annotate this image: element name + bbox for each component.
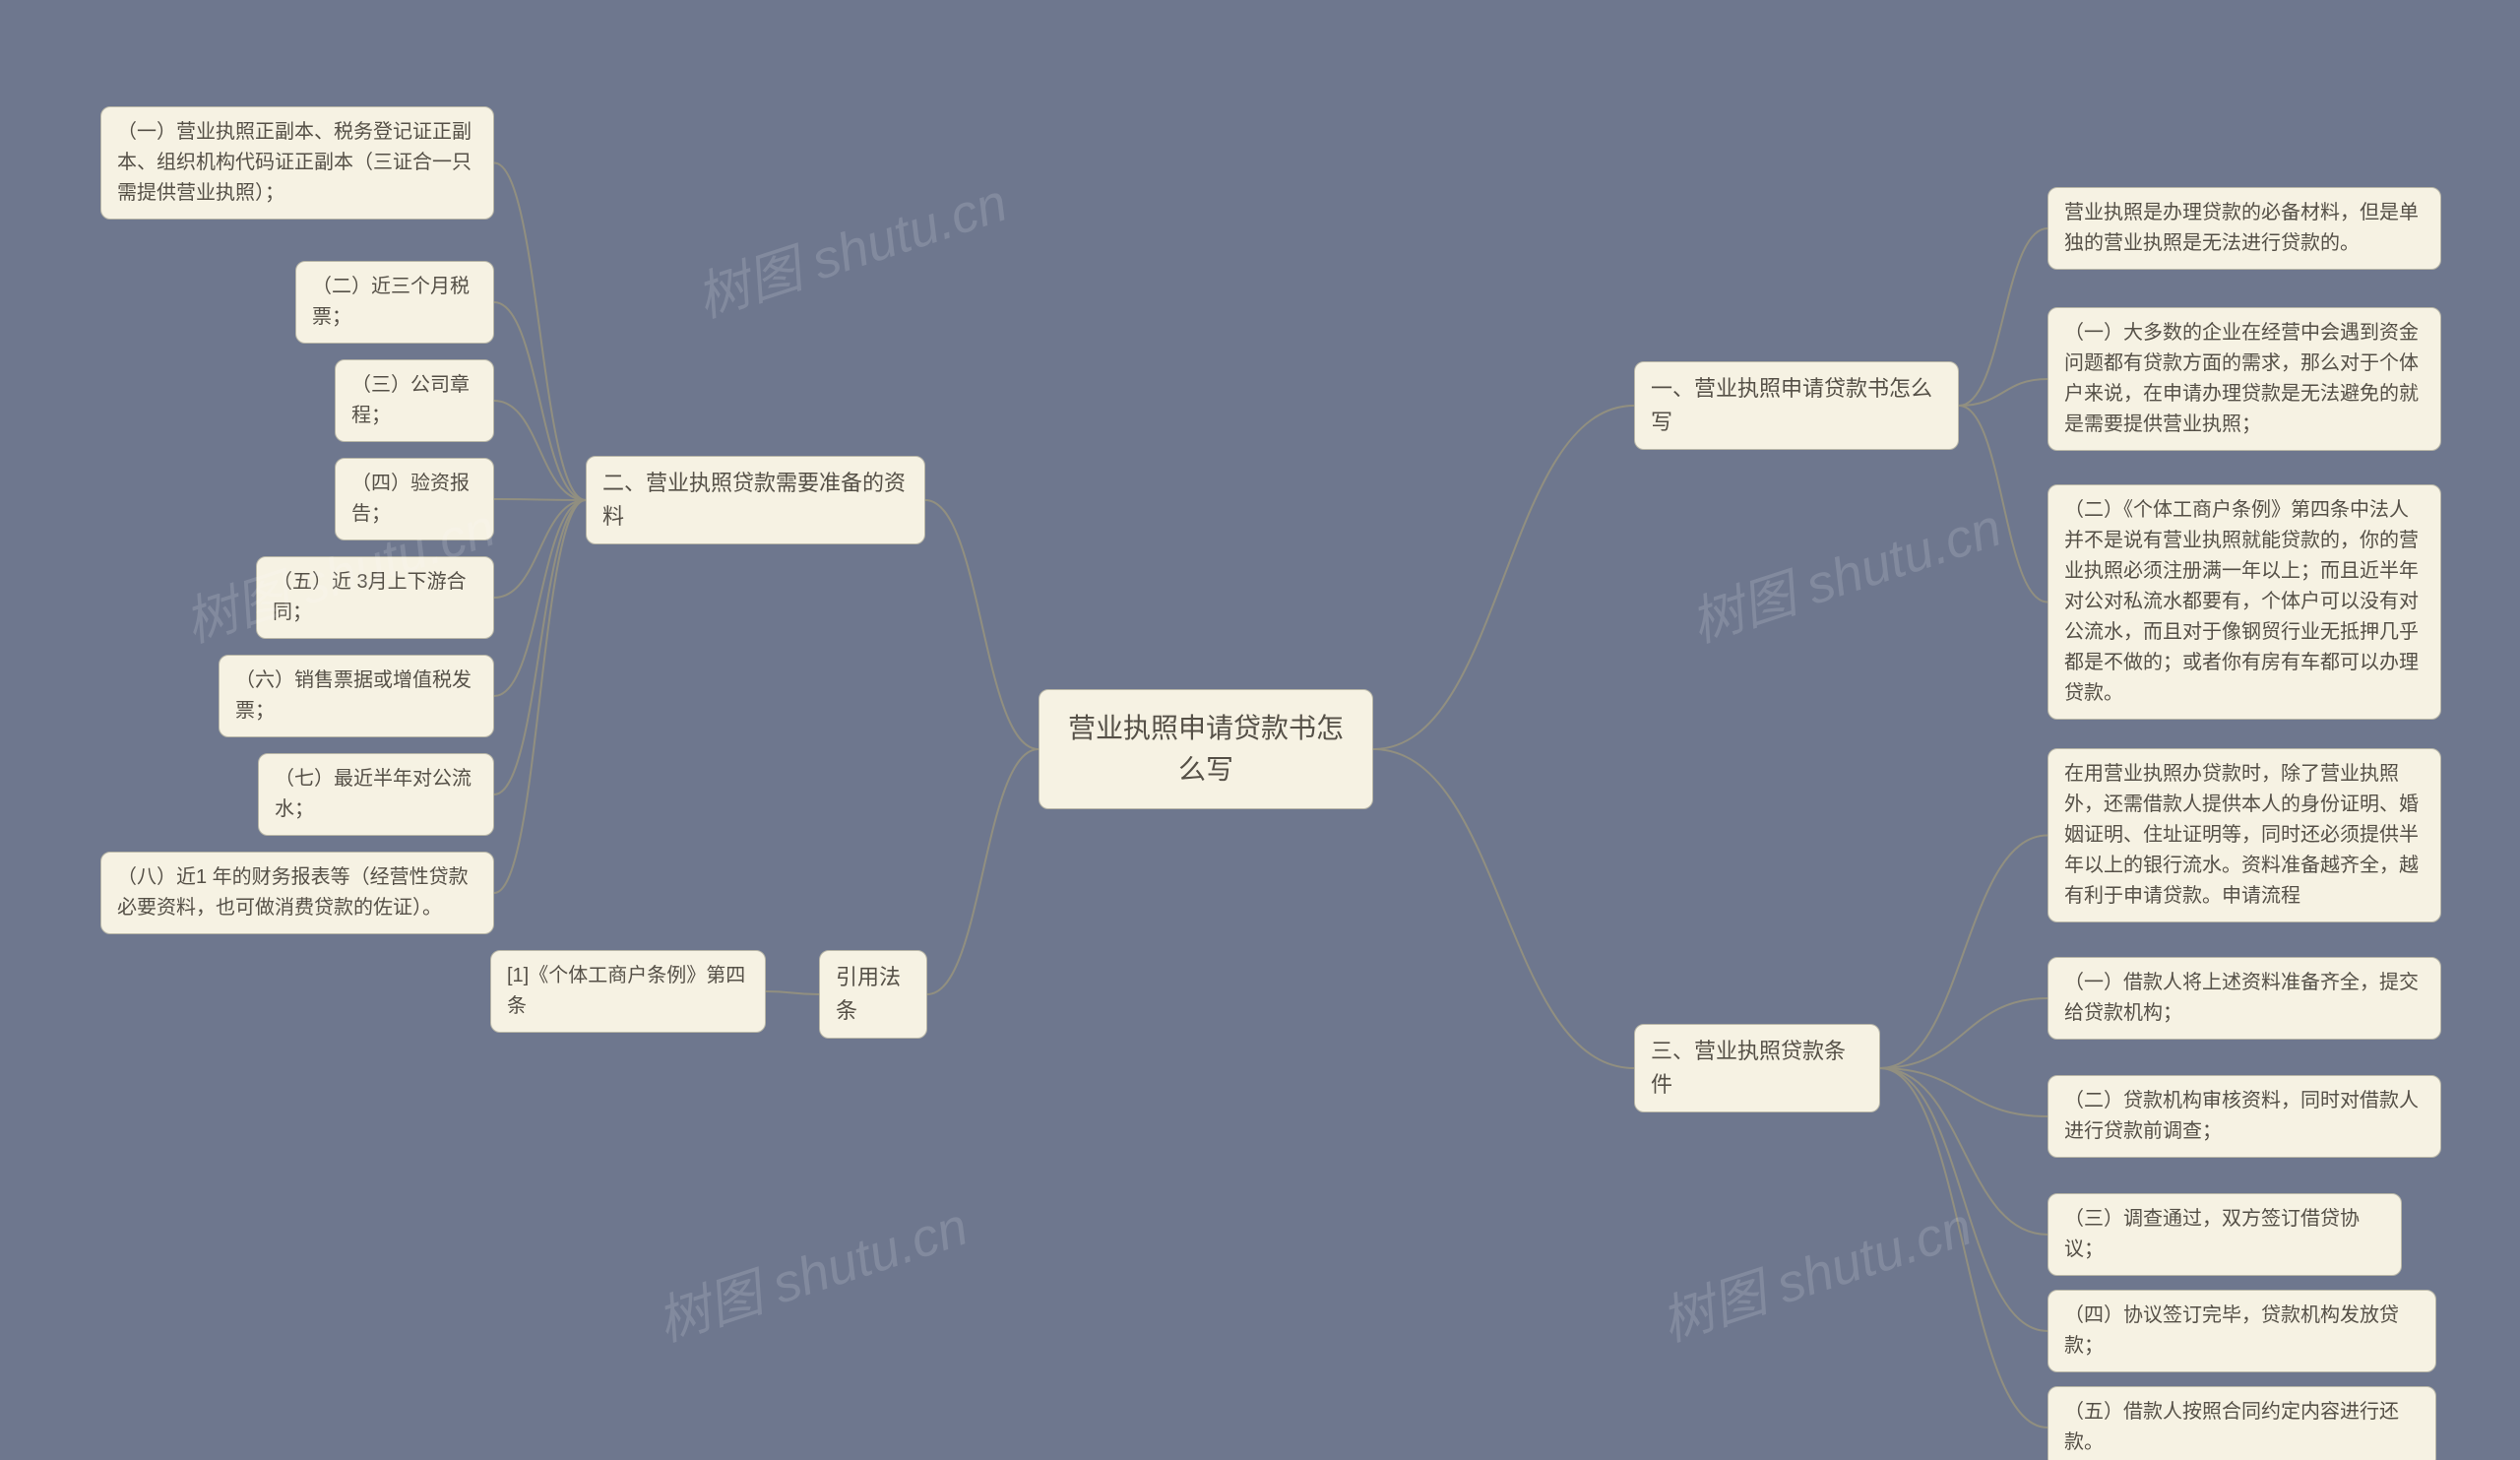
branch-section-1: 一、营业执照申请贷款书怎么写 (1634, 361, 1959, 450)
watermark: 树图 shutu.cn (1679, 483, 2010, 657)
leaf-node: （五）借款人按照合同约定内容进行还款。 (2048, 1386, 2436, 1460)
leaf-node: （一）营业执照正副本、税务登记证正副本、组织机构代码证正副本（三证合一只需提供营… (100, 106, 494, 220)
leaf-node: （五）近 3月上下游合同； (256, 556, 494, 639)
leaf-node: （四）验资报告； (335, 458, 494, 540)
branch-cited-law: 引用法条 (819, 950, 927, 1039)
leaf-node: 在用营业执照办贷款时，除了营业执照外，还需借款人提供本人的身份证明、婚姻证明、住… (2048, 748, 2441, 922)
mindmap-root-node: 营业执照申请贷款书怎么写 (1039, 689, 1373, 809)
branch-section-2: 二、营业执照贷款需要准备的资料 (586, 456, 925, 544)
leaf-node: [1]《个体工商户条例》第四条 (490, 950, 766, 1033)
leaf-node: （三）调查通过，双方签订借贷协议； (2048, 1193, 2402, 1276)
branch-section-3: 三、营业执照贷款条件 (1634, 1024, 1880, 1112)
leaf-node: （八）近1 年的财务报表等（经营性贷款必要资料，也可做消费贷款的佐证）。 (100, 852, 494, 934)
leaf-node: （四）协议签订完毕，贷款机构发放贷款； (2048, 1290, 2436, 1372)
leaf-node: （七）最近半年对公流水； (258, 753, 494, 836)
leaf-node: 营业执照是办理贷款的必备材料，但是单独的营业执照是无法进行贷款的。 (2048, 187, 2441, 270)
leaf-node: （三）公司章程； (335, 359, 494, 442)
leaf-node: （一）大多数的企业在经营中会遇到资金问题都有贷款方面的需求，那么对于个体户来说，… (2048, 307, 2441, 451)
watermark: 树图 shutu.cn (1650, 1182, 1981, 1356)
leaf-node: （二）近三个月税票； (295, 261, 494, 344)
leaf-node: （二）贷款机构审核资料，同时对借款人进行贷款前调查； (2048, 1075, 2441, 1158)
watermark: 树图 shutu.cn (646, 1182, 976, 1356)
leaf-node: （一）借款人将上述资料准备齐全，提交给贷款机构； (2048, 957, 2441, 1040)
leaf-node: （六）销售票据或增值税发票； (219, 655, 494, 737)
watermark: 树图 shutu.cn (685, 159, 1016, 332)
leaf-node: （二）《个体工商户条例》第四条中法人并不是说有营业执照就能贷款的，你的营业执照必… (2048, 484, 2441, 720)
